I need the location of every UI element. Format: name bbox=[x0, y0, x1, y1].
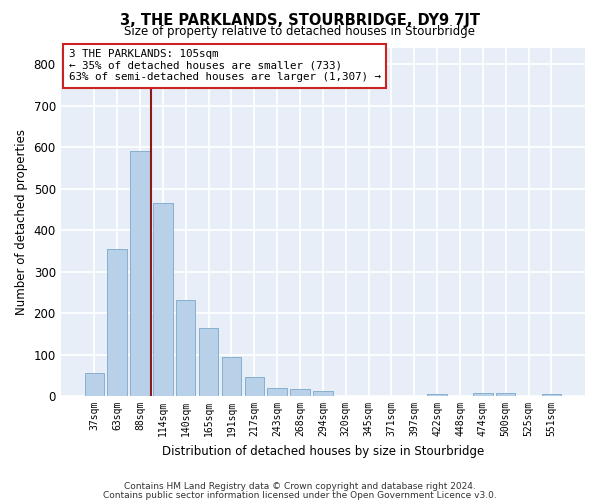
Text: Contains public sector information licensed under the Open Government Licence v3: Contains public sector information licen… bbox=[103, 490, 497, 500]
Bar bbox=[221, 358, 241, 396]
Text: 3 THE PARKLANDS: 105sqm
← 35% of detached houses are smaller (733)
63% of semi-d: 3 THE PARKLANDS: 105sqm ← 35% of detache… bbox=[68, 49, 380, 82]
Bar bbox=[427, 394, 447, 396]
Bar bbox=[473, 392, 493, 396]
Bar bbox=[268, 388, 287, 396]
Bar bbox=[176, 300, 196, 396]
Bar bbox=[313, 391, 332, 396]
Bar bbox=[290, 388, 310, 396]
Bar bbox=[85, 373, 104, 396]
Bar bbox=[496, 392, 515, 396]
X-axis label: Distribution of detached houses by size in Stourbridge: Distribution of detached houses by size … bbox=[162, 444, 484, 458]
Text: Contains HM Land Registry data © Crown copyright and database right 2024.: Contains HM Land Registry data © Crown c… bbox=[124, 482, 476, 491]
Text: 3, THE PARKLANDS, STOURBRIDGE, DY9 7JT: 3, THE PARKLANDS, STOURBRIDGE, DY9 7JT bbox=[120, 12, 480, 28]
Bar bbox=[199, 328, 218, 396]
Bar bbox=[107, 248, 127, 396]
Bar bbox=[130, 151, 149, 396]
Bar bbox=[153, 203, 173, 396]
Text: Size of property relative to detached houses in Stourbridge: Size of property relative to detached ho… bbox=[125, 25, 476, 38]
Bar bbox=[542, 394, 561, 396]
Bar bbox=[245, 378, 264, 396]
Y-axis label: Number of detached properties: Number of detached properties bbox=[15, 129, 28, 315]
